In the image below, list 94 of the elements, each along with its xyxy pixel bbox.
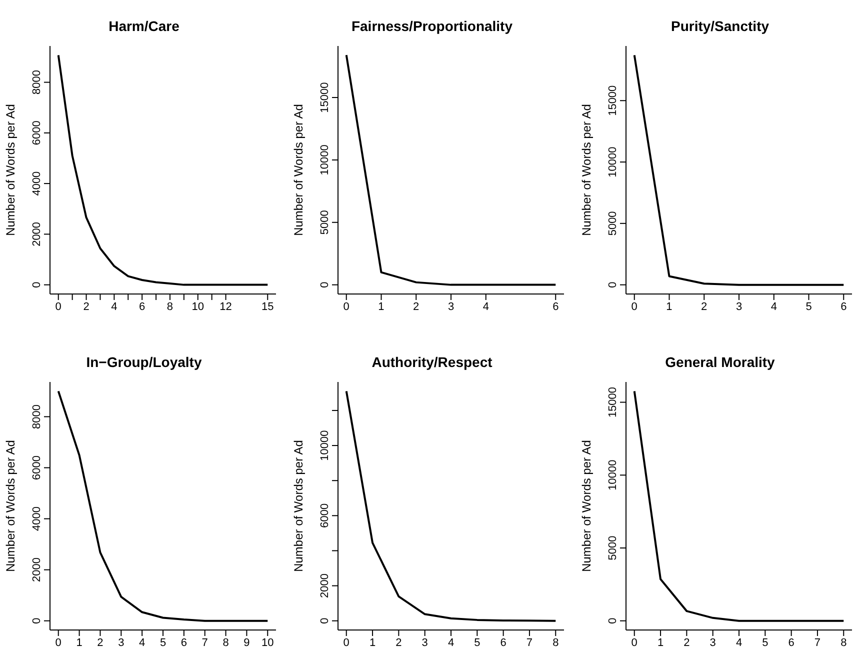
- line-series: [345, 54, 557, 286]
- x-tick-label: 4: [770, 300, 777, 313]
- x-tick-label: 2: [684, 636, 690, 649]
- y-tick-label: 5000: [607, 211, 619, 236]
- x-tick-label: 4: [448, 636, 454, 649]
- x-tick-label: 2: [83, 300, 90, 313]
- x-tick-label: 10: [192, 300, 204, 313]
- line-series: [57, 54, 269, 286]
- line-series: [345, 390, 557, 622]
- y-tick-label: 10000: [319, 144, 331, 176]
- y-axis-title: Number of Words per Ad: [3, 104, 18, 236]
- line-series: [633, 390, 845, 622]
- chart-title: Authority/Respect: [370, 353, 494, 372]
- x-tick-label: 0: [631, 636, 638, 649]
- x-tick-label: 4: [482, 300, 489, 313]
- chart-title: Harm/Care: [108, 17, 180, 36]
- x-tick-label: 3: [448, 300, 454, 313]
- y-tick-label: 6000: [31, 455, 43, 480]
- x-tick-label: 6: [500, 636, 506, 649]
- x-tick-label: 15: [262, 300, 274, 313]
- y-tick-label: 10000: [607, 460, 619, 490]
- x-tick-label: 7: [814, 636, 821, 649]
- x-tick-label: 1: [657, 636, 664, 649]
- y-tick-label: 2000: [31, 222, 43, 246]
- y-tick-label: 2000: [31, 558, 43, 582]
- chart-title: General Morality: [664, 353, 776, 372]
- chart-title: Purity/Sanctity: [670, 17, 770, 36]
- line-series: [633, 54, 845, 286]
- y-tick-label: 0: [31, 282, 43, 288]
- x-tick-label: 9: [244, 636, 250, 649]
- x-tick-label: 3: [710, 636, 716, 649]
- line-series: [57, 390, 269, 622]
- y-axis-title: Number of Words per Ad: [291, 104, 306, 236]
- x-tick-label: 6: [788, 636, 794, 649]
- y-tick-label: 8000: [31, 70, 43, 95]
- x-tick-label: 6: [139, 300, 146, 313]
- x-tick-label: 4: [111, 300, 118, 313]
- x-tick-label: 1: [666, 300, 672, 313]
- y-tick-label: 0: [607, 618, 619, 624]
- x-tick-label: 8: [166, 300, 174, 313]
- y-tick-label: 0: [319, 282, 331, 288]
- x-tick-label: 1: [369, 636, 376, 649]
- x-tick-label: 0: [55, 636, 62, 649]
- y-tick-label: 8000: [31, 404, 43, 429]
- x-tick-label: 1: [378, 300, 384, 313]
- x-tick-label: 0: [343, 300, 350, 313]
- y-tick-label: 2000: [319, 574, 331, 598]
- x-tick-label: 8: [552, 636, 559, 649]
- y-tick-label: 0: [319, 618, 331, 624]
- chart-title: In−Group/Loyalty: [85, 353, 203, 372]
- y-axis-title: Number of Words per Ad: [3, 440, 18, 572]
- x-tick-label: 2: [413, 300, 420, 313]
- x-tick-label: 5: [474, 636, 480, 649]
- y-axis-title: Number of Words per Ad: [579, 440, 594, 572]
- x-tick-label: 2: [396, 636, 402, 649]
- x-tick-label: 8: [840, 636, 847, 649]
- x-tick-label: 4: [736, 636, 742, 649]
- x-tick-label: 1: [76, 636, 82, 649]
- y-tick-label: 10000: [607, 146, 619, 178]
- x-tick-label: 3: [118, 636, 124, 649]
- x-tick-label: 2: [97, 636, 104, 649]
- y-tick-label: 15000: [607, 386, 619, 418]
- x-tick-label: 0: [55, 300, 62, 313]
- y-tick-label: 15000: [319, 82, 331, 113]
- y-tick-label: 6000: [31, 120, 43, 146]
- chart-title: Fairness/Proportionality: [350, 17, 514, 36]
- y-tick-label: 6000: [319, 503, 331, 528]
- x-tick-label: 2: [701, 300, 708, 313]
- x-tick-label: 7: [526, 636, 533, 649]
- x-tick-label: 3: [422, 636, 428, 649]
- y-tick-label: 5000: [607, 536, 619, 560]
- y-axis-title: Number of Words per Ad: [291, 440, 306, 572]
- x-tick-label: 4: [139, 636, 146, 649]
- x-tick-label: 0: [343, 636, 350, 649]
- x-tick-label: 5: [806, 300, 812, 313]
- y-tick-label: 15000: [607, 85, 619, 116]
- y-tick-label: 4000: [31, 171, 43, 196]
- x-tick-label: 6: [840, 300, 847, 313]
- y-tick-label: 0: [31, 618, 43, 624]
- y-axis-title: Number of Words per Ad: [579, 104, 594, 236]
- x-tick-label: 6: [552, 300, 559, 313]
- x-tick-label: 8: [222, 636, 229, 649]
- x-tick-label: 3: [736, 300, 742, 313]
- y-tick-label: 4000: [31, 506, 43, 531]
- x-tick-label: 10: [262, 636, 274, 649]
- y-tick-label: 0: [607, 282, 619, 288]
- x-tick-label: 0: [631, 300, 638, 313]
- x-tick-label: 7: [202, 636, 208, 649]
- x-tick-label: 5: [762, 636, 768, 649]
- y-tick-label: 5000: [319, 210, 331, 235]
- x-tick-label: 5: [160, 636, 166, 649]
- x-tick-label: 6: [180, 636, 187, 649]
- y-tick-label: 10000: [319, 430, 331, 461]
- x-tick-label: 12: [220, 300, 232, 313]
